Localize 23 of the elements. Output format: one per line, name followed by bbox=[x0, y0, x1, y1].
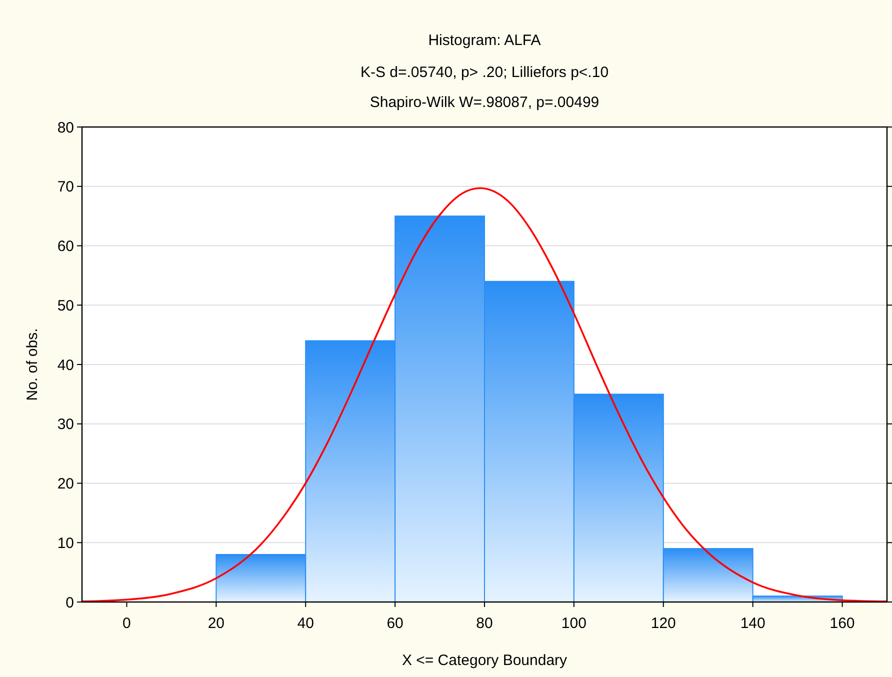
x-tick-label: 0 bbox=[122, 615, 131, 632]
y-tick-label: 30 bbox=[57, 416, 74, 434]
y-tick-label: 80 bbox=[57, 119, 74, 136]
x-tick-label: 40 bbox=[297, 615, 314, 632]
y-tick-label: 70 bbox=[57, 178, 74, 196]
y-tick-label: 40 bbox=[57, 356, 74, 374]
y-tick-label: 60 bbox=[57, 238, 74, 255]
y-axis-title: No. of obs. bbox=[24, 328, 41, 401]
x-tick-label: 20 bbox=[208, 615, 225, 632]
y-tick-label: 50 bbox=[57, 297, 74, 314]
x-tick-label: 80 bbox=[476, 615, 493, 632]
x-tick-label: 140 bbox=[740, 615, 766, 632]
line-series bbox=[82, 187, 887, 602]
x-tick-label: 160 bbox=[830, 615, 855, 632]
x-axis-title: X <= Category Boundary bbox=[402, 652, 568, 669]
chart-title: Histogram: ALFA bbox=[428, 32, 541, 49]
x-tick-label: 60 bbox=[386, 615, 404, 632]
y-tick-label: 20 bbox=[57, 476, 74, 492]
y-tick-label: 0 bbox=[66, 594, 74, 612]
x-tick-label: 100 bbox=[561, 615, 586, 632]
chart-subtitle: K-S d=.05740, p> .20; Lilliefors p<.10 Shapiro-Wilk W=.98087, p=.00499 bbox=[360, 64, 609, 111]
y-tick-label: 10 bbox=[57, 534, 74, 552]
x-tick-label: 120 bbox=[650, 615, 676, 632]
